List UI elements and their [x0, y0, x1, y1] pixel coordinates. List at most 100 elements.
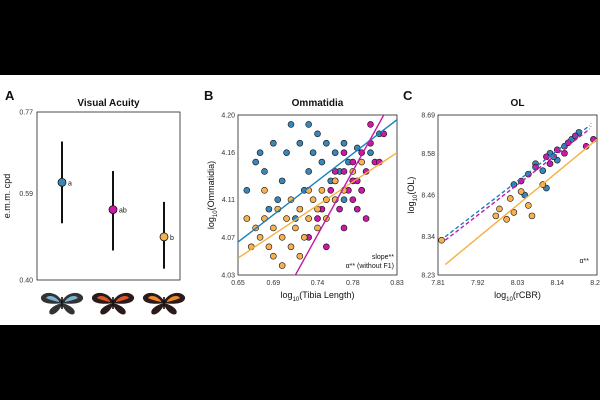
data-point-blue: [323, 139, 330, 147]
regression-line-magenta: [444, 128, 591, 241]
mean-point-blue: [57, 177, 67, 187]
x-tick-label-c: 8.14: [550, 280, 564, 287]
x-tick-label-c: 7.81: [431, 280, 445, 287]
regression-line-blue: [238, 119, 397, 243]
butterfly-wing: [49, 303, 62, 315]
butterfly-band: [148, 296, 161, 302]
data-point-orange: [256, 234, 264, 241]
data-point-orange: [358, 158, 365, 166]
panel-label-b: B: [204, 88, 213, 103]
data-point-blue: [296, 139, 304, 147]
plot-frame-a: [36, 111, 181, 281]
mean-point-magenta: [108, 205, 118, 215]
data-point-blue: [305, 168, 312, 175]
butterfly-wing: [113, 303, 126, 315]
data-point-magenta: [561, 149, 568, 157]
y-tick-label-b: 4.03: [221, 273, 235, 280]
data-point-orange: [296, 205, 304, 213]
butterfly-band: [65, 296, 78, 302]
data-point-orange: [525, 202, 532, 209]
plot-area-b: [238, 115, 397, 275]
data-point-blue: [274, 196, 282, 204]
data-point-magenta: [340, 224, 348, 232]
data-point-orange: [503, 216, 510, 223]
data-point-orange: [492, 212, 500, 220]
x-tick-label-b: 0.69: [267, 280, 281, 287]
data-point-magenta: [362, 215, 370, 222]
annotation-slope: slope**: [372, 254, 394, 261]
data-point-orange: [283, 215, 290, 222]
panel-label-a: A: [5, 88, 15, 103]
data-point-blue: [340, 196, 348, 204]
butterfly-body: [112, 297, 114, 309]
plot-frame-b: [237, 114, 398, 276]
data-point-orange: [438, 236, 445, 244]
figure-panel: A B C Visual Acuity 0.77 0.59 0.40 e.m.m. cpd a a…: [0, 75, 600, 325]
data-point-magenta: [340, 149, 348, 156]
y-tick-label-c: 8.69: [421, 113, 435, 120]
y-tick-label-b: 4.16: [221, 150, 235, 157]
y-axis-label-c: log10(OL): [406, 177, 419, 214]
x-axis-label-b: log10(Tibia Length): [281, 290, 355, 303]
data-point-magenta: [380, 130, 388, 138]
data-point-orange: [517, 188, 525, 195]
annotation-dots-c: :: [590, 122, 592, 129]
butterfly-band: [167, 296, 180, 302]
y-axis-label-b: log10(Ommatidia): [206, 161, 219, 229]
data-point-magenta: [331, 168, 339, 175]
butterfly-wing: [151, 303, 164, 315]
data-point-blue: [256, 149, 264, 156]
data-point-blue: [318, 158, 326, 166]
data-point-magenta: [314, 215, 321, 222]
data-point-magenta: [336, 205, 343, 213]
x-axis-label-c: log10(rCBR): [494, 290, 541, 303]
data-point-blue: [243, 186, 251, 194]
data-point-blue: [252, 158, 259, 166]
data-point-orange: [300, 234, 308, 241]
data-point-blue: [278, 177, 286, 185]
y-tick-label-b: 4.11: [222, 197, 235, 204]
mean-point-orange: [159, 232, 169, 242]
data-point-magenta: [349, 196, 357, 204]
plot-area-c: [438, 124, 597, 266]
data-point-blue: [340, 139, 348, 147]
butterfly-wing: [164, 303, 177, 315]
data-point-blue: [261, 168, 268, 175]
data-point-orange: [292, 224, 299, 232]
annotation-alpha-c: α**: [580, 258, 590, 265]
x-tick-label-b: 0.65: [231, 280, 245, 287]
data-point-orange: [243, 215, 251, 222]
data-point-blue: [309, 149, 317, 156]
data-point-blue: [265, 205, 273, 213]
butterfly-body: [61, 297, 63, 309]
data-point-magenta: [358, 186, 365, 194]
data-point-orange: [261, 186, 268, 194]
y-axis-label-a: e.m.m. cpd: [2, 174, 12, 219]
data-point-orange: [296, 252, 304, 260]
regression-line-orange: [238, 152, 397, 259]
data-point-orange: [331, 177, 339, 185]
regression-line-magenta: [294, 115, 385, 275]
data-point-orange: [318, 186, 326, 194]
butterfly-icon-blue: [40, 292, 84, 315]
data-point-magenta: [340, 168, 348, 175]
data-point-magenta: [353, 205, 361, 213]
butterfly-wing: [100, 303, 113, 315]
y-tick-label-c: 8.34: [421, 234, 435, 241]
y-tick-label-a: 0.40: [19, 278, 33, 285]
data-point-orange: [287, 243, 295, 251]
y-tick-label-b: 4.20: [221, 113, 235, 120]
chart-title-a: Visual Acuity: [77, 98, 140, 109]
chart-title-b: Ommatidia: [292, 98, 344, 109]
y-tick-label-c: 8.46: [421, 193, 435, 200]
regression-line-orange: [444, 138, 597, 266]
data-point-orange: [528, 212, 536, 220]
group-letter-magenta: ab: [119, 208, 127, 215]
data-point-blue: [314, 130, 321, 138]
data-point-orange: [265, 243, 273, 251]
y-tick-label-c: 8.23: [421, 273, 435, 280]
group-letter-orange: b: [170, 235, 174, 242]
data-point-orange: [270, 252, 277, 260]
butterfly-band: [46, 296, 59, 302]
x-tick-label-c: 8.03: [511, 280, 525, 287]
